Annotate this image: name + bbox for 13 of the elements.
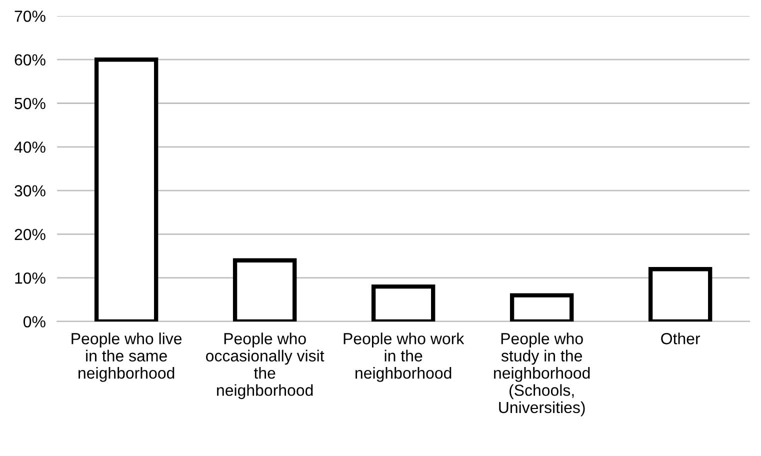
x-tick-label: People who occasionally visit the neighborhood [206,332,324,400]
y-tick-label: 0% [24,316,46,328]
y-tick-label: 40% [14,142,46,153]
x-tick-label: Other [661,332,700,344]
y-tick-label: 10% [15,272,46,284]
y-tick-label: 30% [14,185,46,196]
y-tick-label: 70% [14,10,46,22]
y-tick-label: 20% [14,228,46,240]
x-tick-label: People who study in the neighborhood (Schools, Universities) [494,332,590,416]
y-tick-label: 50% [14,98,46,110]
x-tick-label: People who work in the neighborhood [344,332,464,382]
y-tick-label: 60% [14,54,46,66]
x-tick-label: People who live in the same neighborhood [72,332,182,382]
